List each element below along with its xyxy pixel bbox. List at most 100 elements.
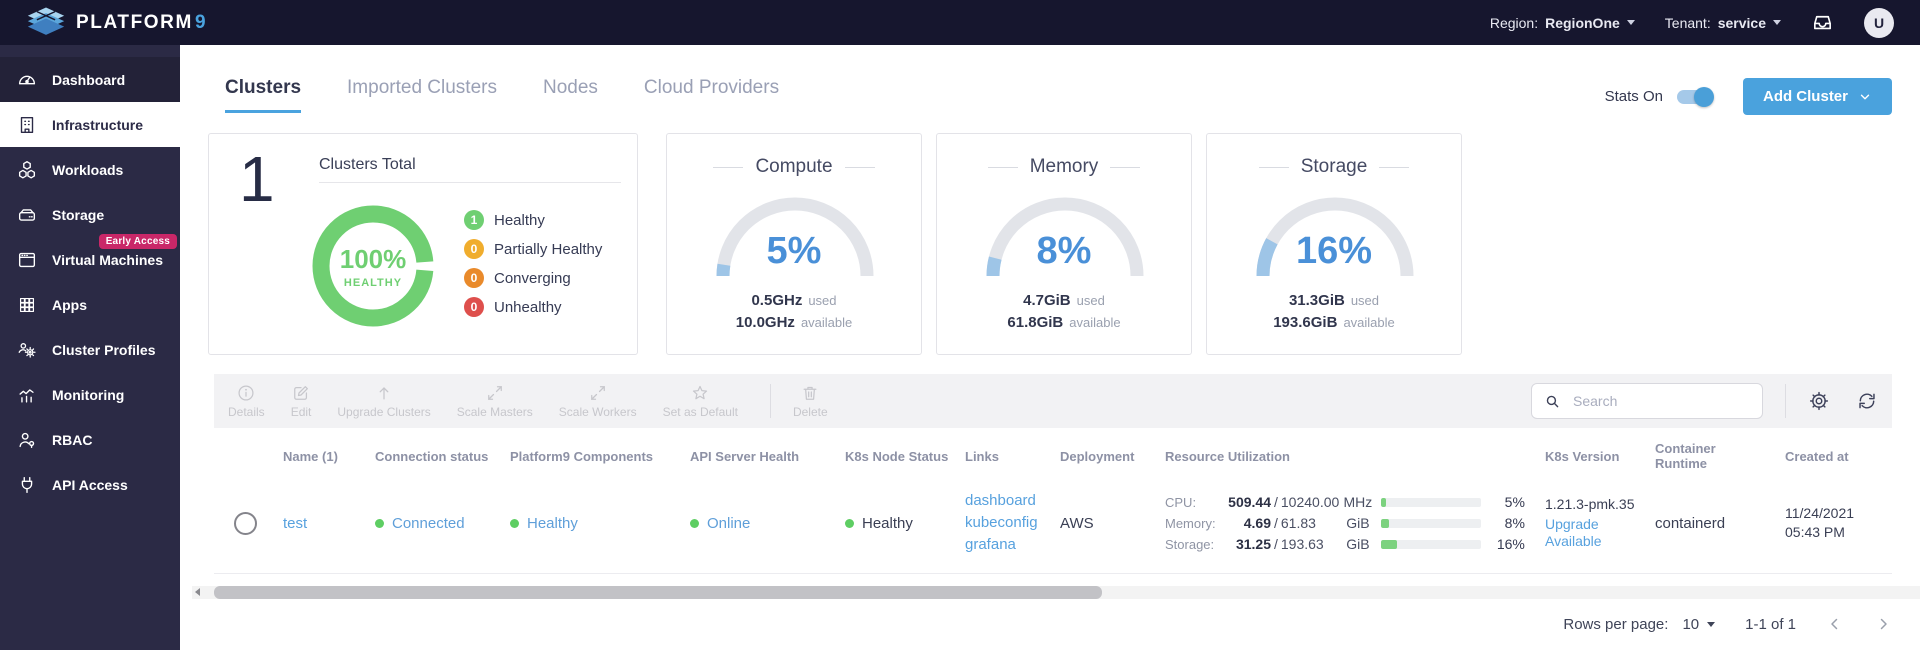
notifications-inbox-icon[interactable] (1811, 11, 1834, 34)
available-label: available (1343, 315, 1395, 330)
memory-card-title: Memory (1029, 156, 1099, 177)
upgrade-clusters-button[interactable]: Upgrade Clusters (337, 383, 431, 419)
tab-nodes[interactable]: Nodes (542, 77, 598, 98)
used-label: used (1350, 293, 1380, 308)
tab-bar: Clusters Imported Clusters Nodes Cloud P… (225, 77, 779, 113)
divider (769, 384, 771, 418)
pagination-range: 1-1 of 1 (1745, 615, 1796, 633)
sidebar-item-rbac[interactable]: RBAC (0, 417, 180, 462)
sidebar-item-infrastructure[interactable]: Infrastructure (0, 102, 180, 147)
sidebar-item-workloads[interactable]: Workloads (0, 147, 180, 192)
column-header-resource-utilization: Resource Utilization (1165, 448, 1290, 464)
search-input[interactable] (1571, 392, 1750, 410)
region-label: Region: (1489, 14, 1539, 31)
sidebar-item-monitoring[interactable]: Monitoring (0, 372, 180, 417)
logo-digit: 9 (194, 11, 206, 33)
virtual-machines-window-icon (18, 252, 36, 267)
scroll-left-arrow[interactable] (195, 588, 200, 596)
column-header-name: Name (1) (283, 448, 338, 464)
info-icon (238, 385, 254, 401)
cluster-name-link[interactable]: test (283, 514, 308, 532)
column-header-deployment: Deployment (1060, 448, 1135, 464)
edit-button[interactable]: Edit (291, 383, 311, 419)
status-dot-green (510, 518, 519, 528)
scrollbar-thumb[interactable] (214, 586, 1102, 599)
column-settings-button[interactable] (1808, 390, 1830, 412)
storage-used: 31.25 (1235, 536, 1271, 552)
chevron-down-icon (1860, 94, 1870, 99)
clusters-total-card: 1 Clusters Total 100% HEALTHY 1 Healthy (208, 133, 638, 355)
column-header-api-server-health: API Server Health (690, 448, 800, 464)
sidebar-item-apps[interactable]: Apps (0, 282, 180, 327)
cpu-utilization: CPU: 509.44 / 10240.00 MHz 5% (1165, 492, 1530, 513)
tenant-value: service (1717, 14, 1766, 31)
sidebar-item-dashboard[interactable]: Dashboard (0, 57, 180, 102)
legend-item-unhealthy: 0 Unhealthy (464, 297, 602, 317)
previous-page-button[interactable] (1826, 615, 1844, 633)
legend-label: Unhealthy (494, 298, 562, 316)
memory-utilization: Memory: 4.69 / 61.83 GiB 8% (1165, 513, 1530, 534)
column-header-k8s-version: K8s Version (1545, 448, 1620, 464)
sidebar-item-label: RBAC (52, 431, 93, 448)
tab-cloud-providers[interactable]: Cloud Providers (643, 77, 780, 98)
refresh-button[interactable] (1856, 390, 1878, 412)
sidebar-item-storage[interactable]: Storage (0, 192, 180, 237)
scale-workers-button[interactable]: Scale Workers (559, 383, 637, 419)
tool-label: Set as Default (662, 405, 738, 419)
refresh-icon (1859, 393, 1875, 409)
used-label: used (808, 293, 837, 308)
cpu-percent: 5% (1504, 494, 1525, 510)
dashboard-link[interactable]: dashboard (965, 492, 1036, 509)
user-avatar[interactable]: U (1864, 7, 1894, 38)
region-selector[interactable]: Region: RegionOne (1490, 15, 1635, 31)
storage-card-title: Storage (1300, 156, 1368, 177)
set-as-default-button[interactable]: Set as Default (663, 383, 738, 419)
clusters-table: Name (1) Connection status Platform9 Com… (214, 439, 1892, 574)
upgrade-available-link[interactable]: Upgrade Available (1545, 516, 1602, 549)
compute-used-value: 0.5GHz (751, 292, 803, 309)
divider (1785, 384, 1786, 418)
next-page-button[interactable] (1874, 615, 1892, 633)
add-cluster-button[interactable]: Add Cluster (1742, 78, 1892, 115)
clusters-count: 1 (239, 143, 275, 215)
sidebar-item-api-access[interactable]: API Access (0, 462, 180, 507)
column-header-k8s-node-status: K8s Node Status (845, 448, 949, 464)
scale-masters-button[interactable]: Scale Masters (457, 383, 533, 419)
tab-clusters[interactable]: Clusters (225, 77, 302, 113)
connection-status: Connected (375, 515, 495, 532)
donut-percent: 100% (339, 243, 407, 274)
compute-card-title: Compute (755, 156, 833, 177)
kubeconfig-link[interactable]: kubeconfig (965, 514, 1038, 531)
grafana-link[interactable]: grafana (965, 536, 1016, 553)
storage-available-value: 193.6GiB (1273, 314, 1338, 331)
api-access-plug-icon (21, 476, 33, 493)
available-label: available (800, 315, 853, 330)
rows-per-page-select[interactable]: 10 (1682, 616, 1716, 633)
sidebar-item-label: Infrastructure (52, 116, 144, 133)
column-header-links: Links (965, 448, 999, 464)
sidebar-item-virtual-machines[interactable]: Early Access Virtual Machines (0, 234, 180, 282)
stats-toggle[interactable] (1676, 86, 1714, 107)
cpu-total: 10240.00 (1280, 494, 1340, 510)
memory-percent: 8% (1504, 515, 1525, 531)
memory-progress-bar (1380, 518, 1481, 528)
compute-available-value: 10.0GHz (735, 314, 795, 331)
row-select-radio[interactable] (234, 511, 257, 535)
deployment-value: AWS (1060, 514, 1094, 532)
tab-imported-clusters[interactable]: Imported Clusters (347, 77, 497, 98)
search-box (1531, 383, 1763, 419)
sidebar-item-cluster-profiles[interactable]: Cluster Profiles (0, 327, 180, 372)
add-cluster-label: Add Cluster (1762, 88, 1848, 105)
divider (319, 182, 621, 183)
column-header-connection-status: Connection status (375, 448, 489, 464)
tenant-selector[interactable]: Tenant: service (1665, 15, 1781, 31)
cpu-used: 509.44 (1228, 494, 1271, 510)
memory-available-value: 61.8GiB (1007, 314, 1064, 331)
delete-button[interactable]: Delete (793, 383, 828, 419)
details-button[interactable]: Details (228, 383, 265, 419)
chevron-down-icon (1773, 20, 1781, 25)
converging-count-badge: 0 (464, 268, 484, 288)
toggle-knob (1693, 86, 1714, 107)
tool-label: Details (228, 405, 265, 419)
k8s-node-status-text: Healthy (862, 514, 913, 532)
